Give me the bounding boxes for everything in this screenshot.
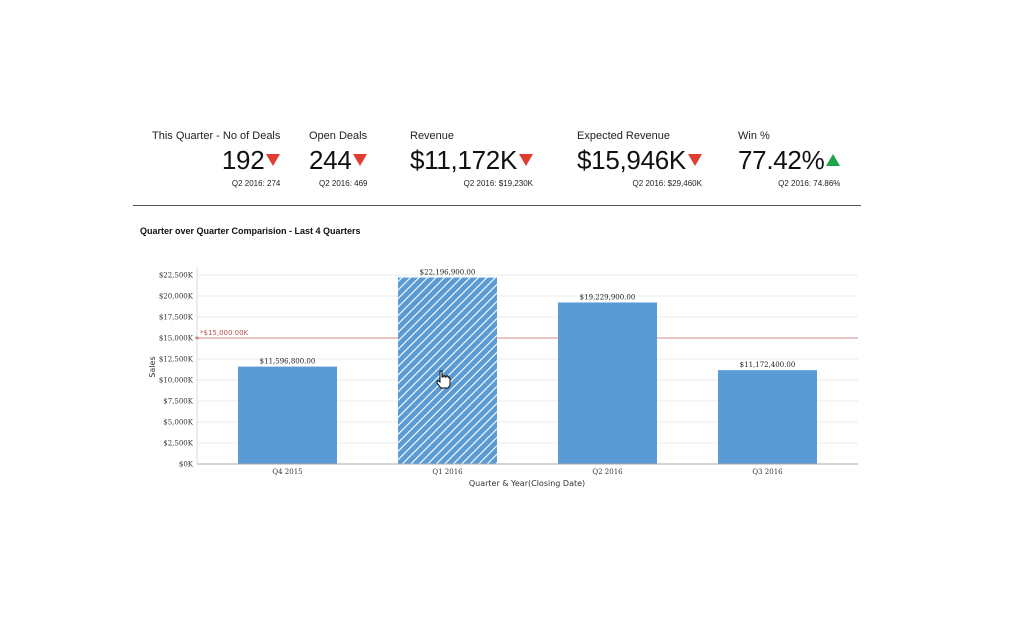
kpi-revenue: Revenue $11,172K Q2 2016: $19,230K (410, 130, 533, 188)
data-label: $11,172,400.00 (740, 361, 796, 369)
data-label: $22,196,900.00 (420, 269, 476, 277)
kpi-value: 192 (221, 145, 265, 175)
kpi-previous: Q2 2016: $29,460K (632, 179, 702, 188)
kpi-previous: Q2 2016: 469 (319, 179, 368, 188)
kpi-label: Open Deals (309, 130, 368, 142)
y-tick-label: $22,500K (159, 272, 194, 280)
bar-q3-2016[interactable] (718, 370, 817, 464)
kpi-label: Win % (738, 130, 770, 142)
kpi-win-percent: Win % 77.42% Q2 2016: 74.86% (738, 130, 841, 188)
kpi-value: $11,172K (410, 145, 517, 175)
y-tick-label: $0K (179, 461, 194, 469)
kpi-open-deals: Open Deals 244 Q2 2016: 469 (309, 130, 368, 188)
kpi-label: Revenue (410, 130, 455, 142)
x-tick-label: Q2 2016 (592, 468, 623, 476)
x-axis-label: Quarter & Year(Closing Date) (469, 479, 585, 488)
kpi-expected-revenue: Expected Revenue $15,946K Q2 2016: $29,4… (577, 130, 702, 188)
data-label: $11,596,800.00 (260, 358, 316, 366)
y-tick-label: $2,500K (163, 440, 193, 448)
divider (133, 205, 861, 206)
kpi-previous: Q2 2016: $19,230K (463, 179, 533, 188)
kpi-previous: Q2 2016: 274 (231, 179, 281, 188)
hand-cursor-icon (436, 370, 451, 389)
kpi-label: This Quarter - No of Deals (152, 130, 281, 142)
kpi-previous: Q2 2016: 74.86% (778, 179, 841, 188)
y-tick-label: $20,000K (159, 293, 194, 301)
kpi-deals: This Quarter - No of Deals 192 Q2 2016: … (152, 130, 281, 188)
kpi-value: 244 (309, 145, 352, 175)
y-tick-label: $15,000K (159, 335, 194, 343)
trend-up-icon (826, 154, 841, 166)
trend-down-icon (266, 154, 281, 166)
bar-q1-2016[interactable] (398, 277, 497, 464)
trend-down-icon (353, 154, 368, 166)
x-tick-label: Q3 2016 (752, 468, 783, 476)
y-tick-label: $5,000K (163, 419, 193, 427)
trend-down-icon (687, 154, 702, 166)
data-label: $19,229,900.00 (580, 293, 636, 301)
y-tick-label: $7,500K (163, 398, 193, 406)
chart-title: Quarter over Quarter Comparision - Last … (140, 226, 361, 236)
x-tick-label: Q4 2015 (272, 468, 302, 476)
y-tick-label: $17,500K (159, 314, 194, 322)
y-tick-label: $12,500K (159, 356, 194, 364)
bar-q4-2015[interactable] (238, 366, 337, 464)
kpi-label: Expected Revenue (577, 130, 670, 142)
x-tick-label: Q1 2016 (432, 468, 463, 476)
y-tick-label: $10,000K (159, 377, 194, 385)
kpi-value: 77.42% (738, 145, 825, 175)
y-axis-label: Sales (148, 356, 157, 377)
reference-label: *$15,000.00K (200, 329, 249, 337)
kpi-value: $15,946K (577, 145, 686, 175)
bar-q2-2016[interactable] (558, 302, 657, 464)
trend-down-icon (519, 154, 533, 166)
